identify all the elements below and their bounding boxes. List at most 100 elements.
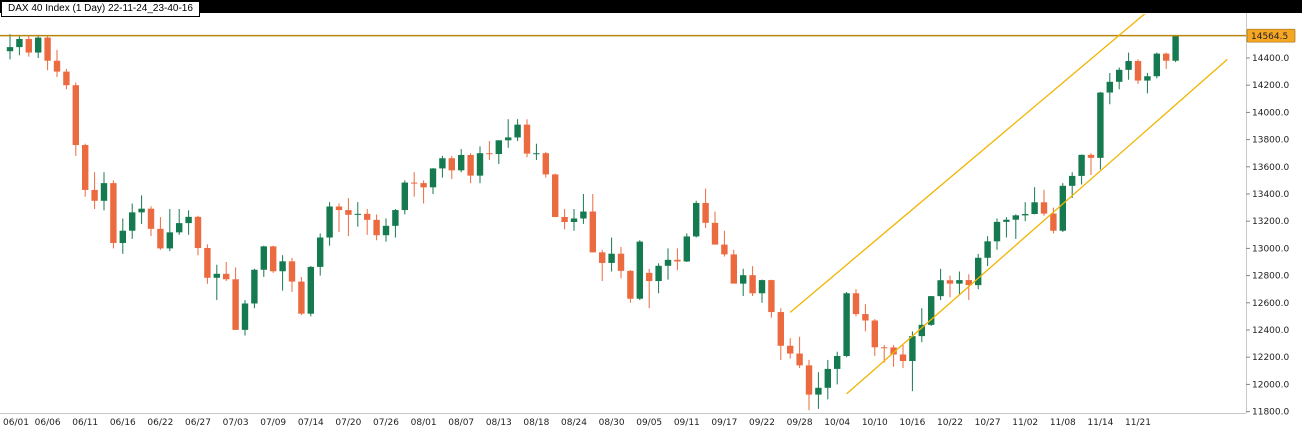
candle-body [1059, 185, 1066, 231]
candle [204, 244, 211, 284]
candle-body [439, 158, 446, 169]
candle [674, 248, 681, 271]
candle-body [1097, 92, 1104, 158]
time-tick-label: 10/22 [937, 418, 963, 428]
candle-body [834, 355, 841, 369]
candle [984, 236, 991, 267]
candles-layer [6, 34, 1179, 411]
candle-body [270, 246, 277, 272]
time-tick-label: 08/01 [411, 418, 437, 428]
candle [834, 351, 841, 385]
candle-body [1087, 154, 1095, 158]
candle [1069, 172, 1076, 199]
candle [72, 82, 79, 156]
time-tick-label: 10/27 [975, 418, 1001, 428]
candle [1078, 154, 1085, 185]
candle-body [82, 145, 89, 190]
candle [1116, 67, 1123, 90]
time-tick-label: 11/02 [1012, 418, 1038, 428]
trend-channel-line-1[interactable] [789, 4, 1157, 313]
candle-body [871, 320, 878, 348]
candle-body [1172, 35, 1179, 61]
candle-body [326, 206, 333, 238]
price-tick-label: 11800.0 [1252, 408, 1289, 418]
candle [740, 268, 747, 296]
candle-body [260, 246, 267, 270]
candle [16, 36, 23, 56]
candle [796, 336, 803, 369]
candle-body [514, 124, 521, 138]
candle [514, 119, 521, 141]
candle-body [495, 140, 502, 155]
candle [119, 218, 126, 254]
candle-body [965, 280, 972, 286]
candle-body [119, 230, 126, 243]
candle-body [1106, 81, 1113, 93]
candle [918, 308, 925, 343]
candle-body [1125, 60, 1132, 70]
candle [580, 194, 587, 224]
candle [241, 300, 249, 336]
price-tick-label: 14200.0 [1252, 81, 1289, 91]
price-tick-label: 12400.0 [1252, 326, 1289, 336]
trend-channel-line-2[interactable] [846, 58, 1228, 395]
candle [881, 344, 888, 363]
candle [373, 214, 380, 241]
candle [993, 218, 1001, 250]
candle [852, 289, 860, 317]
price-tick-label: 13600.0 [1252, 163, 1289, 173]
candle [1153, 52, 1160, 79]
candle [1087, 153, 1095, 175]
candle [279, 255, 286, 291]
candle-body [467, 154, 474, 176]
price-tick-label: 12800.0 [1252, 272, 1289, 282]
candle-body [251, 269, 258, 304]
candle-body [730, 254, 737, 284]
candle-body [899, 354, 907, 362]
candle [533, 143, 540, 160]
candle-body [796, 353, 803, 366]
candle [928, 296, 935, 326]
price-tick-label: 12000.0 [1252, 380, 1289, 390]
candle [1003, 217, 1010, 238]
candle-body [138, 208, 145, 213]
time-tick-label: 07/26 [373, 418, 399, 428]
candle-body [523, 124, 531, 154]
candle [401, 180, 408, 215]
price-axis[interactable]: 14400.0 14200.0 14000.0 13800.0 13600.0 13400… [1246, 54, 1289, 418]
candle-body [627, 270, 634, 299]
candle-body [486, 153, 493, 155]
candle-body [401, 182, 408, 211]
candle-body [157, 228, 164, 249]
candle [1022, 202, 1029, 222]
candle [1106, 72, 1113, 105]
candle-body [1012, 215, 1019, 220]
candle-body [6, 47, 14, 52]
time-tick-label: 11/08 [1050, 418, 1076, 428]
candle [1134, 59, 1142, 84]
candle [777, 308, 784, 360]
candle-body [279, 261, 286, 272]
candle-body [674, 259, 681, 262]
time-tick-label: 09/17 [711, 418, 737, 428]
candle [382, 218, 390, 242]
candle-body [918, 324, 925, 337]
price-tick-label: 13800.0 [1252, 136, 1289, 146]
time-axis[interactable]: 06/01 06/06 06/11 06/16 06/22 06/27 07/03 07/09… [3, 418, 1151, 428]
candle-body [937, 280, 944, 297]
candle [63, 68, 70, 90]
time-tick-label: 11/14 [1087, 418, 1113, 428]
candle-body [975, 257, 982, 286]
time-tick-label: 09/05 [636, 418, 662, 428]
candle [260, 245, 267, 277]
candle-body [476, 153, 484, 176]
candle-body [928, 296, 935, 325]
price-tick-label: 14000.0 [1252, 108, 1289, 118]
candle-body [1031, 202, 1038, 214]
candle [35, 34, 42, 58]
candle [758, 279, 766, 303]
candle-body [1078, 154, 1085, 176]
candle-body [110, 183, 117, 243]
